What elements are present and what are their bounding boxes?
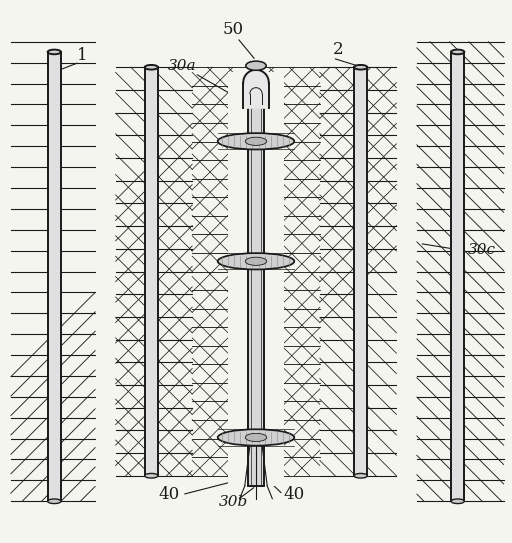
Text: 30b: 30b — [219, 495, 248, 509]
Bar — [145, 67, 158, 476]
Ellipse shape — [245, 137, 267, 146]
Ellipse shape — [218, 253, 294, 269]
Ellipse shape — [451, 499, 464, 503]
Text: 40: 40 — [284, 486, 305, 503]
Bar — [228, 72, 284, 486]
Ellipse shape — [48, 49, 61, 54]
Ellipse shape — [245, 257, 267, 266]
Bar — [48, 52, 61, 501]
Ellipse shape — [218, 133, 294, 149]
Ellipse shape — [145, 65, 158, 70]
Polygon shape — [243, 70, 269, 108]
Ellipse shape — [218, 430, 294, 446]
Text: 30a: 30a — [167, 59, 196, 73]
Ellipse shape — [245, 433, 267, 441]
Bar — [451, 52, 464, 501]
Text: 1: 1 — [77, 47, 88, 64]
Text: 30c: 30c — [468, 243, 496, 257]
Ellipse shape — [451, 49, 464, 54]
Text: 50: 50 — [222, 21, 244, 38]
Ellipse shape — [246, 61, 266, 71]
Text: 2: 2 — [332, 41, 343, 59]
Bar — [248, 93, 264, 486]
Ellipse shape — [354, 65, 367, 70]
Text: 40: 40 — [159, 486, 180, 503]
Ellipse shape — [48, 499, 61, 503]
Bar — [354, 67, 367, 476]
Ellipse shape — [354, 473, 367, 478]
Ellipse shape — [145, 473, 158, 478]
